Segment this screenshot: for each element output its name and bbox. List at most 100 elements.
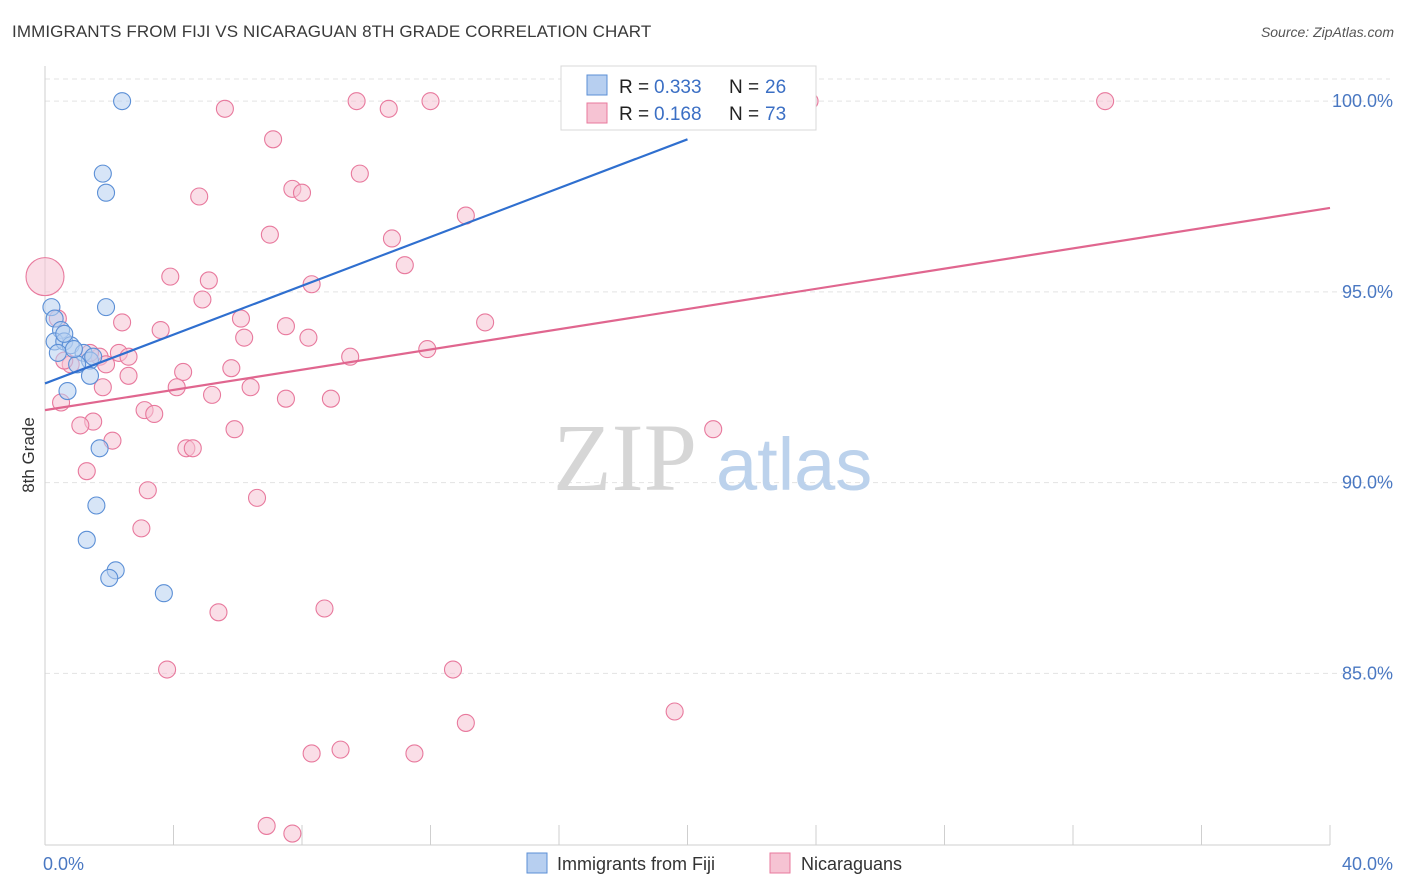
nic-point-34	[241, 378, 260, 397]
nic-point-12	[199, 271, 218, 290]
axes	[44, 66, 1331, 846]
fiji-point-0	[113, 92, 132, 111]
gridlines	[45, 78, 1390, 674]
nic-point-31	[119, 366, 138, 385]
nic-point-65	[421, 92, 440, 111]
fiji-point-1	[93, 164, 112, 183]
nic-point-55	[443, 660, 463, 679]
fiji-point-17	[87, 496, 106, 515]
nic-point-10	[395, 256, 414, 275]
watermark: ZIP atlas	[553, 404, 872, 511]
y-tick-label-1: 95.0%	[1342, 282, 1393, 302]
fiji-point-18	[77, 530, 96, 549]
nic-point-21	[299, 328, 318, 347]
nic-point-17	[276, 317, 295, 336]
nic-point-16	[113, 313, 132, 332]
nic-point-5	[292, 183, 312, 202]
nic-point-15	[231, 309, 251, 328]
fiji-point-20	[100, 568, 119, 588]
fiji-point-22	[64, 340, 83, 359]
y-axis-label: 8th Grade	[19, 417, 38, 493]
chart-title: IMMIGRANTS FROM FIJI VS NICARAGUAN 8TH G…	[12, 22, 652, 41]
nic-point-36	[276, 389, 295, 408]
correlation-legend: R = 0.333 N = 26 R = 0.168 N = 73	[560, 65, 817, 131]
watermark-atlas: atlas	[716, 423, 872, 506]
nic-point-59	[302, 744, 321, 763]
nic-point-29	[222, 359, 241, 378]
nic-point-57	[456, 713, 475, 732]
nic-point-18	[476, 313, 495, 332]
nic-point-64	[379, 99, 398, 118]
legend-bottom-label-fiji: Immigrants from Fiji	[557, 854, 715, 874]
fiji-point-10	[48, 343, 67, 362]
legend-bottom-swatch-fiji	[526, 852, 548, 874]
nic-point-32	[93, 378, 112, 397]
legend-swatch-fiji	[586, 74, 608, 96]
nic-point-48	[77, 462, 96, 481]
nic-point-8	[260, 225, 279, 244]
nic-point-19	[151, 320, 170, 340]
nic-point-20	[235, 328, 254, 347]
legend-n-label-fiji: N =	[729, 77, 759, 98]
nic-point-40	[145, 404, 164, 423]
nic-point-9	[382, 229, 402, 248]
nic-point-50	[247, 488, 267, 507]
legend-n-value-nicaraguans: 73	[765, 104, 786, 125]
nic-point-2	[264, 130, 283, 149]
trend-lines	[44, 138, 1331, 412]
series-legend: Immigrants from Fiji Nicaraguans	[526, 852, 902, 874]
nic-point-35	[203, 385, 222, 404]
nic-point-53	[315, 599, 334, 618]
x-tick-label-0: 0.0%	[43, 854, 84, 874]
nic-point-14	[193, 290, 212, 309]
watermark-zip: ZIP	[553, 404, 697, 511]
legend-n-value-fiji: 26	[765, 77, 786, 98]
fiji-point-14	[80, 366, 100, 385]
nic-point-56	[665, 702, 684, 721]
nic-point-52	[209, 603, 228, 622]
nic-point-60	[405, 744, 424, 763]
fiji-point-2	[96, 183, 116, 202]
nic-point-69	[1096, 92, 1115, 111]
nic-point-42	[71, 416, 90, 435]
legend-bottom-label-nicaraguans: Nicaraguans	[801, 854, 902, 874]
legend-r-value-fiji: 0.333	[654, 77, 702, 98]
fiji-point-4	[96, 298, 116, 317]
nic-point-37	[321, 389, 340, 408]
series-fiji	[42, 92, 633, 603]
legend-n-label-nicaraguans: N =	[729, 104, 759, 125]
trend-line-nicaraguans	[44, 206, 1331, 412]
fiji-point-24	[55, 324, 74, 343]
nic-point-62	[283, 824, 302, 843]
nic-point-54	[158, 660, 177, 679]
nic-point-51	[132, 519, 151, 538]
nic-point-49	[138, 481, 157, 500]
nic-point-30	[174, 362, 193, 382]
nic-point-61	[257, 816, 276, 835]
fiji-point-21	[154, 584, 173, 603]
y-tick-label-2: 90.0%	[1342, 473, 1393, 493]
source-credit: Source: ZipAtlas.com	[1260, 24, 1394, 40]
fiji-point-15	[58, 382, 77, 401]
nic-point-6	[190, 187, 209, 206]
nic-point-43	[225, 420, 244, 439]
legend-bottom-swatch-nicaraguans	[769, 852, 791, 874]
legend-r-label-fiji: R =	[619, 77, 649, 98]
nic-point-0	[25, 257, 65, 297]
y-tick-label-0: 100.0%	[1332, 91, 1393, 111]
nic-point-47	[183, 439, 202, 458]
y-tick-labels: 100.0% 95.0% 90.0% 85.0%	[1332, 91, 1393, 683]
trend-line-fiji	[44, 138, 688, 385]
nic-point-11	[161, 267, 180, 286]
nic-point-1	[215, 99, 234, 118]
fiji-point-16	[90, 439, 109, 458]
nic-point-44	[704, 420, 723, 439]
y-tick-label-3: 85.0%	[1342, 663, 1393, 683]
legend-swatch-nicaraguans	[586, 102, 608, 124]
nic-point-3	[350, 164, 369, 183]
x-tick-labels: 0.0% 40.0%	[43, 854, 1393, 874]
nic-point-33	[167, 378, 186, 397]
nic-point-58	[331, 740, 350, 759]
nic-point-63	[347, 92, 366, 111]
